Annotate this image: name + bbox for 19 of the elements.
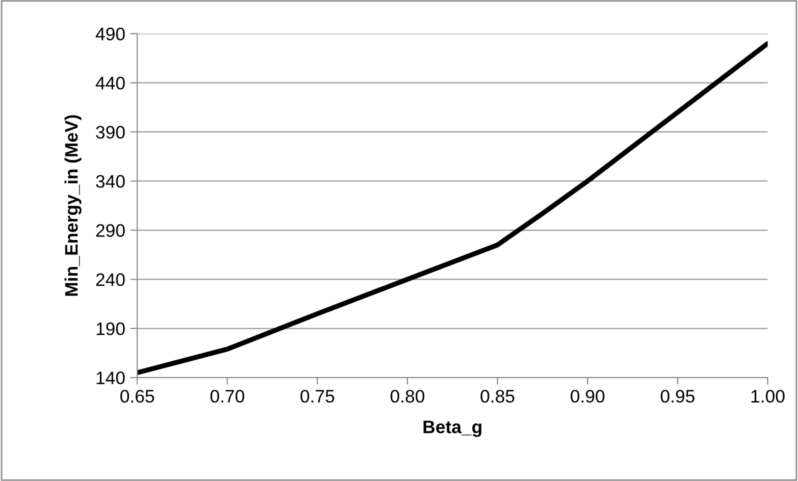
x-tick-label: 0.70	[210, 390, 244, 403]
x-tick-label: 0.75	[300, 390, 334, 403]
y-tick-label: 340	[96, 174, 125, 188]
x-tick-label: 0.85	[480, 390, 514, 403]
y-tick-label: 240	[96, 273, 125, 286]
line-series	[137, 41, 768, 376]
x-tick-label: 0.80	[390, 390, 424, 403]
y-tick-label: 140	[96, 372, 125, 384]
x-tick-label: 0.95	[660, 390, 694, 403]
x-tick-label: 0.90	[570, 390, 604, 403]
y-tick-label: 290	[96, 224, 125, 237]
y-tick-label: 190	[96, 322, 125, 336]
y-tick-label: 390	[96, 126, 125, 139]
x-tick-label: 1.00	[751, 390, 785, 403]
y-axis-title: Min_Energy_in (MeV)	[64, 115, 82, 296]
x-axis-title: Beta_g	[424, 420, 482, 437]
y-tick-label: 490	[96, 28, 125, 40]
x-tick-label: 0.65	[120, 390, 154, 403]
y-tick-label: 440	[96, 76, 125, 90]
